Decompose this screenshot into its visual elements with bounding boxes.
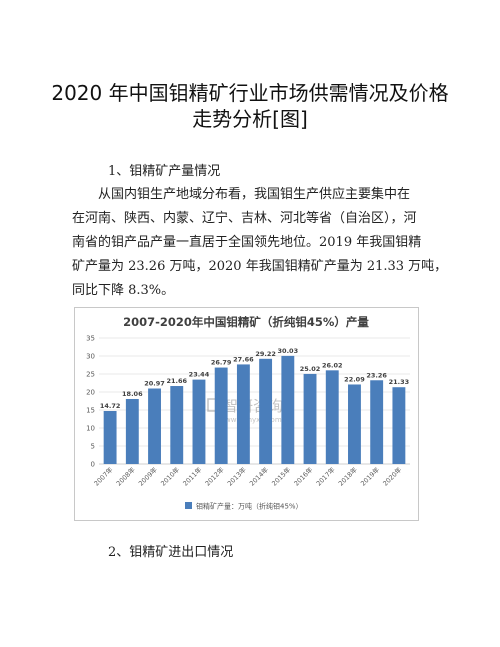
bar — [192, 379, 206, 464]
bar-value-label: 21.66 — [166, 377, 187, 385]
bar-value-label: 20.97 — [144, 380, 165, 388]
bar — [236, 364, 250, 464]
bar-value-label: 21.33 — [389, 378, 410, 386]
watermark-url: www.chyxx.com — [225, 416, 282, 424]
document-title-line1: 2020 年中国钼精矿行业市场供需情况及价格 — [51, 81, 449, 105]
section1-heading: 1、钼精矿产量情况 — [108, 164, 221, 179]
x-tick-label: 2008年 — [114, 465, 137, 488]
bar-value-label: 14.72 — [100, 402, 121, 410]
paragraph-line: 矿产量为 23.26 万吨，2020 年我国钼精矿产量为 21.33 万吨， — [72, 259, 448, 274]
y-tick-label: 35 — [86, 335, 95, 343]
x-tick-label: 2009年 — [136, 465, 159, 488]
bar-value-label: 25.02 — [300, 365, 321, 373]
x-tick-label: 2013年 — [225, 465, 248, 488]
document-title-line2: 走势分析[图] — [192, 107, 308, 131]
x-tick-label: 2012年 — [203, 465, 226, 488]
x-tick-label: 2019年 — [358, 465, 381, 488]
x-tick-label: 2017年 — [314, 465, 337, 488]
bar — [259, 358, 273, 464]
y-tick-label: 25 — [86, 371, 95, 379]
bar-value-label: 27.66 — [233, 355, 254, 363]
bar-value-label: 29.22 — [255, 350, 276, 358]
bar-value-label: 23.26 — [366, 371, 387, 379]
paragraph-line: 从国内钼生产地域分布看，我国钼生产供应主要集中在 — [98, 187, 411, 202]
x-tick-label: 2016年 — [292, 465, 315, 488]
bar-value-label: 22.09 — [344, 375, 365, 383]
bar-value-label: 23.44 — [189, 371, 210, 379]
y-tick-label: 15 — [86, 407, 95, 415]
legend-label: 钼精矿产量：万吨（折纯钼45%） — [196, 502, 303, 511]
legend-swatch — [185, 502, 192, 509]
bar — [370, 380, 384, 464]
y-tick-label: 5 — [91, 443, 95, 451]
y-tick-label: 20 — [86, 389, 95, 397]
y-tick-label: 10 — [86, 425, 95, 433]
paragraph-line: 同比下降 8.3%。 — [72, 283, 175, 298]
bar — [348, 384, 361, 464]
x-tick-label: 2018年 — [336, 465, 359, 488]
bar — [125, 398, 139, 464]
bar — [103, 411, 117, 464]
x-tick-label: 2015年 — [270, 465, 293, 488]
section2-heading: 2、钼精矿进出口情况 — [108, 545, 234, 560]
x-tick-label: 2010年 — [159, 465, 182, 488]
bar-value-label: 30.03 — [278, 347, 299, 355]
bar — [281, 355, 295, 464]
bar — [303, 373, 317, 464]
bar — [325, 370, 339, 464]
chart-title: 2007-2020年中国钼精矿（折纯钼45%）产量 — [123, 315, 369, 329]
bar-value-label: 26.02 — [322, 361, 343, 369]
bar-value-label: 18.06 — [122, 390, 143, 398]
bar — [148, 388, 161, 464]
bar-chart-figure: 2007-2020年中国钼精矿（折纯钼45%）产量 0 5 10 15 20 25 30 35… — [74, 307, 419, 521]
x-tick-label: 2014年 — [247, 465, 270, 488]
body-paragraph: 从国内钼生产地域分布看，我国钼生产供应主要集中在 在河南、陕西、内蒙、辽宁、吉林… — [72, 183, 448, 303]
paragraph-line: 在河南、陕西、内蒙、辽宁、吉林、河北等省（自治区），河 — [72, 211, 417, 226]
bar-value-label: 26.79 — [211, 359, 232, 367]
bar — [392, 387, 406, 464]
x-tick-label: 2020年 — [381, 465, 404, 488]
y-tick-label: 30 — [86, 353, 95, 361]
document-title: 2020 年中国钼精矿行业市场供需情况及价格 走势分析[图] — [40, 80, 460, 132]
bar-chart: 2007-2020年中国钼精矿（折纯钼45%）产量 0 5 10 15 20 25 30 35… — [86, 315, 410, 511]
chart-legend: 钼精矿产量：万吨（折纯钼45%） — [185, 502, 303, 511]
bar — [214, 367, 228, 464]
paragraph-line: 南省的钼产品产量一直居于全国领先地位。2019 年我国钼精 — [72, 235, 422, 250]
bar — [170, 386, 184, 464]
x-tick-label: 2007年 — [92, 465, 115, 488]
x-tick-label: 2011年 — [181, 465, 204, 488]
y-tick-label: 0 — [91, 461, 95, 469]
watermark-brand: 智研咨询 — [223, 397, 283, 415]
